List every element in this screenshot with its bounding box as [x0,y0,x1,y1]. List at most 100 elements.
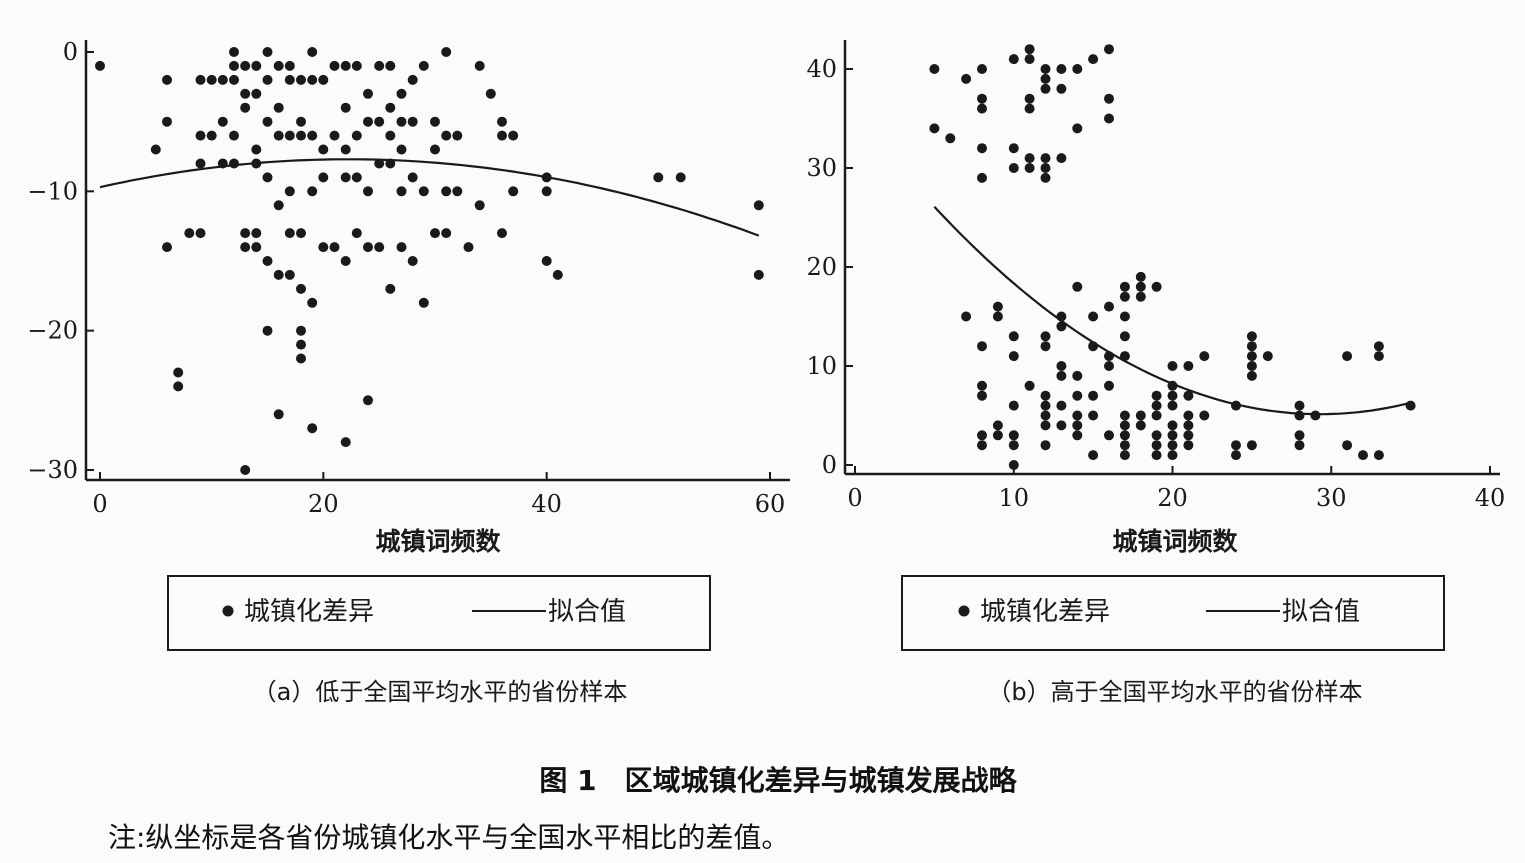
panel-b-point-86 [1119,430,1130,441]
panel-b-point-137 [1373,450,1384,461]
panel-b-x-tick-label-2: 20 [1157,484,1188,512]
panel-a-point-107 [418,186,429,197]
panel-b-point-55 [1056,400,1067,411]
panel-b-x-tick-label-4: 40 [1475,484,1506,512]
panel-b-point-34 [1024,380,1035,391]
panel-b-point-4 [961,311,972,322]
panel-b-point-59 [1072,281,1083,292]
panel-a-point-63 [307,186,318,197]
panel-a-point-32 [251,228,262,239]
panel-a-point-88 [374,60,385,71]
panel-a-point-91 [374,242,385,253]
panel-a-point-71 [329,130,340,141]
panel-b-point-130 [1294,440,1305,451]
panel-a-point-8 [195,228,206,239]
panel-a-point-115 [441,228,452,239]
panel-b-point-33 [1024,163,1035,173]
panel-a-point-1 [162,74,172,85]
panel-b-legend-marker [958,605,970,617]
panel-b-y-tick-label-3: 30 [806,154,837,182]
panel-a-point-126 [508,186,519,197]
panel-b-point-18 [992,430,1003,441]
panel-a-point-65 [307,423,318,434]
panel-b-point-81 [1119,311,1130,322]
panel-b-point-100 [1151,450,1162,461]
panel-b-point-128 [1294,410,1305,421]
panel-b-y-ticks: 0 10 20 30 40 [806,55,853,479]
panel-b-point-48 [1056,64,1067,74]
panel-a-point-90 [374,158,385,169]
panel-b-point-62 [1072,410,1083,421]
panel-a-x-ticks: 0 20 40 60 [92,472,785,518]
panel-b-point-10 [977,341,987,352]
panel-b-point-125 [1246,440,1257,451]
panel-b-point-101 [1167,361,1178,371]
panel-a-point-43 [273,200,284,211]
panel-b-point-107 [1167,440,1178,451]
panel-b-point-72 [1104,93,1114,104]
panel-a-x-tick-label-3: 60 [755,490,786,518]
panel-b-point-5 [977,64,987,74]
panel-b-point-41 [1040,331,1051,342]
panel-a-point-54 [296,130,306,141]
panel-a-point-78 [340,437,351,448]
panel-a-point-56 [296,283,306,294]
panel-b-point-127 [1294,400,1305,411]
panel-a-point-47 [284,74,295,85]
panel-a-point-28 [251,60,262,71]
panel-a-point-77 [340,256,351,266]
panel-b-caption: （b）高于全国平均水平的省份样本 [987,678,1362,706]
panel-b-point-111 [1183,410,1194,421]
panel-a-point-94 [385,130,396,141]
panel-a-point-41 [273,102,284,113]
panel-a-legend-line-label: 拟合值 [548,597,626,627]
panel-a-point-93 [385,102,396,113]
panel-b-point-31 [1024,103,1035,114]
panel-b-point-122 [1246,351,1257,362]
panel-b-point-60 [1072,370,1083,381]
panel-b-point-69 [1088,410,1099,421]
panel-b-point-15 [992,301,1003,312]
panel-a-point-128 [541,186,552,197]
panel-a-point-82 [351,228,362,239]
panel-a-point-124 [497,228,507,239]
panel-b-point-20 [1008,143,1019,154]
panel-b-point-3 [961,73,972,84]
panel-a-point-67 [318,144,329,155]
panel-b-point-6 [977,93,987,104]
panel-a-point-57 [296,325,306,336]
panel-a-point-13 [206,74,217,85]
panel-b-point-105 [1167,420,1178,431]
panel-a-point-84 [363,116,373,127]
panel-b-point-45 [1040,410,1051,421]
panel-a-point-4 [162,242,172,253]
panel-b-point-11 [977,380,987,391]
panel-a-point-132 [675,172,686,183]
panel-b-point-58 [1072,123,1083,134]
panel-a-caption: （a）低于全国平均水平的省份样本 [253,678,628,706]
panel-a-point-75 [340,144,351,155]
panel-a-point-121 [485,88,496,99]
panel-a-point-66 [318,74,329,85]
panel-b-point-2 [945,133,956,144]
panel-b-point-135 [1373,341,1384,352]
panel-a-point-80 [351,130,362,141]
panel-b-point-42 [1040,341,1051,352]
panel-b-point-21 [1008,163,1019,173]
panel-a-x-axis-title: 城镇词频数 [375,527,501,556]
panel-a: 0 20 40 60 0 −10 −20 −30 城镇词频数 城镇化差异 拟合值 （a）低于… [27,38,790,706]
panel-b-x-tick-label-3: 30 [1316,484,1347,512]
panel-b-point-108 [1167,450,1178,461]
panel-b-point-115 [1199,351,1210,362]
panel-b-point-89 [1135,271,1146,282]
panel-b: 0 10 20 30 40 0 10 20 30 40 城镇词频数 城镇化差异 拟合值 （b）高… [806,40,1505,706]
panel-a-point-24 [240,102,251,113]
panel-b-point-28 [1024,44,1035,55]
panel-a-point-112 [441,47,452,57]
panel-b-point-29 [1024,54,1035,65]
panel-a-point-81 [351,172,362,183]
panel-a-point-117 [452,186,463,197]
panel-a-x-tick-label-2: 40 [531,490,562,518]
panel-b-point-104 [1167,400,1178,411]
panel-b-point-120 [1246,331,1257,342]
